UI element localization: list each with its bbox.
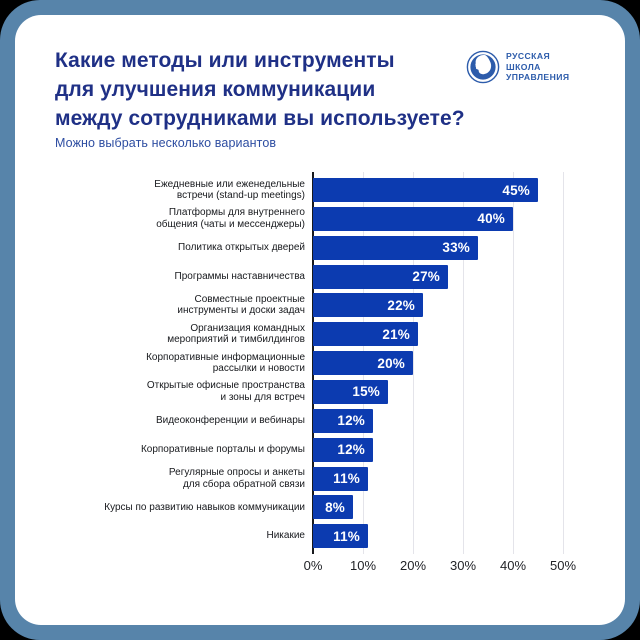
bar-value-label: 20% bbox=[377, 355, 405, 371]
bar: 27% bbox=[313, 264, 448, 289]
russian-school-of-management-logo: РУССКАЯ ШКОЛА УПРАВЛЕНИЯ bbox=[466, 50, 570, 84]
infographic-card bbox=[15, 15, 625, 625]
category-label: Никакие bbox=[266, 530, 306, 542]
bar: 22% bbox=[313, 293, 423, 318]
bar: 45% bbox=[313, 178, 538, 202]
bar-value-label: 8% bbox=[325, 499, 345, 515]
bar: 12% bbox=[313, 437, 373, 462]
bar-value-label: 11% bbox=[333, 528, 360, 544]
logo-text-line-1: РУССКАЯ bbox=[506, 51, 551, 62]
title-line-1: Какие методы или инструменты bbox=[55, 49, 395, 72]
bar-value-label: 21% bbox=[382, 326, 410, 342]
x-tick-label: 20% bbox=[399, 558, 427, 573]
bar: 33% bbox=[313, 235, 478, 260]
category-label: Открытые офисные пространства и зоны для … bbox=[146, 380, 305, 403]
category-label: Корпоративные порталы и форумы bbox=[140, 443, 305, 455]
x-tick-label: 50% bbox=[549, 558, 577, 573]
category-label: Регулярные опросы и анкеты для сбора обра… bbox=[168, 467, 305, 490]
bar-value-label: 22% bbox=[387, 297, 415, 313]
x-tick-label: 10% bbox=[349, 558, 377, 573]
bar: 8% bbox=[313, 495, 353, 520]
page-title: Какие методы или инструменты для улучшен… bbox=[55, 46, 485, 133]
bar-value-label: 11% bbox=[333, 471, 360, 486]
gridline bbox=[413, 172, 414, 554]
logo-text-line-2: ШКОЛА bbox=[506, 61, 541, 72]
bar-value-label: 12% bbox=[337, 442, 365, 458]
x-tick-label: 0% bbox=[303, 558, 323, 573]
logo-text-line-3: УПРАВЛЕНИЯ bbox=[506, 72, 570, 83]
bar: 15% bbox=[313, 379, 388, 404]
bar-value-label: 12% bbox=[337, 413, 365, 429]
bar: 40% bbox=[313, 206, 513, 231]
bar-chart: Ежедневные или еженедельные встречи (stan… bbox=[55, 168, 590, 580]
bar: 20% bbox=[313, 351, 413, 376]
bar-value-label: 33% bbox=[442, 240, 470, 256]
logo-face-icon bbox=[466, 50, 500, 84]
category-label: Курсы по развитию навыков коммуникации bbox=[104, 501, 305, 513]
category-label: Платформы для внутреннего общения (чаты и… bbox=[156, 207, 305, 230]
bar-value-label: 27% bbox=[412, 269, 440, 285]
logo-text: РУССКАЯ ШКОЛА УПРАВЛЕНИЯ bbox=[506, 51, 570, 83]
x-tick-label: 40% bbox=[499, 558, 527, 573]
bar: 12% bbox=[313, 408, 373, 433]
category-label: Корпоративные информационные рассылки и н… bbox=[146, 351, 305, 375]
title-line-3: между сотрудниками вы используете? bbox=[55, 107, 465, 130]
bar: 21% bbox=[313, 322, 418, 347]
category-label: Ежедневные или еженедельные встречи (stan… bbox=[154, 178, 305, 202]
x-tick-label: 30% bbox=[449, 558, 477, 573]
gridline bbox=[463, 172, 464, 554]
category-label: Организация командных мероприятий и тимби… bbox=[167, 322, 305, 346]
category-label: Видеоконференции и вебинары bbox=[155, 415, 305, 427]
bar-value-label: 45% bbox=[502, 182, 530, 198]
bar: 11% bbox=[313, 524, 368, 549]
page-subtitle: Можно выбрать несколько вариантов bbox=[55, 136, 277, 150]
bar-value-label: 15% bbox=[352, 384, 380, 400]
title-line-2: для улучшения коммуникации bbox=[55, 78, 376, 101]
gridline bbox=[513, 172, 514, 554]
bar-value-label: 40% bbox=[477, 211, 505, 227]
category-label: Совместные проектные инструменты и доски … bbox=[177, 293, 305, 317]
category-label: Программы наставничества bbox=[174, 270, 305, 282]
gridline bbox=[563, 172, 564, 554]
bar: 11% bbox=[313, 466, 368, 491]
category-label: Политика открытых дверей bbox=[178, 241, 305, 253]
